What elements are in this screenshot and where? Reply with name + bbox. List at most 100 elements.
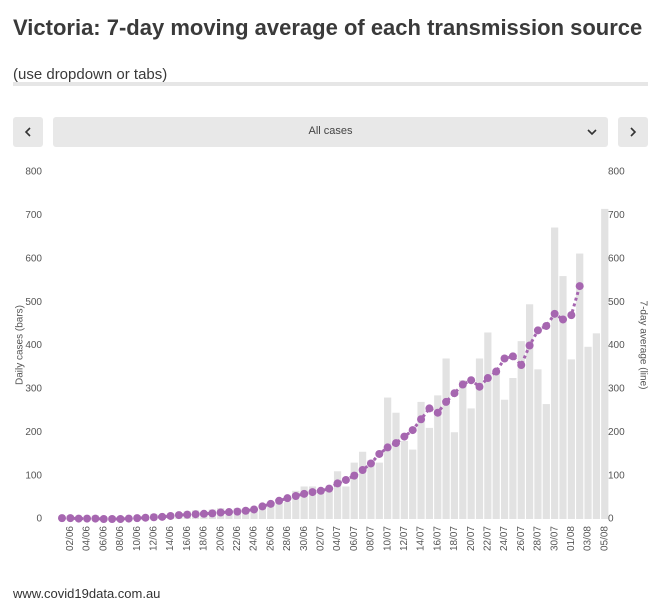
y-tick-label: 0 (36, 514, 42, 525)
y2-tick-label: 0 (608, 514, 614, 525)
line-point (475, 382, 484, 391)
y-tick-label: 400 (25, 340, 42, 351)
line-point (467, 376, 476, 385)
y2-tick-label: 300 (608, 384, 625, 395)
line-point (174, 511, 183, 520)
line-point (58, 514, 66, 523)
line-point (458, 380, 467, 389)
x-tick-label: 22/07 (482, 526, 493, 551)
y2-tick-label: 500 (608, 297, 625, 308)
prev-button[interactable] (13, 117, 43, 147)
dropdown[interactable]: All cases (53, 117, 608, 147)
y2-tick-label: 200 (608, 427, 625, 438)
x-tick-label: 14/07 (416, 526, 427, 551)
line-point (83, 514, 92, 523)
line-point (291, 492, 300, 501)
line-point (233, 507, 242, 516)
x-tick-label: 28/06 (282, 526, 293, 551)
bar (584, 346, 592, 519)
line-point (508, 352, 517, 361)
bar (500, 399, 509, 519)
y-tick-label: 800 (25, 167, 42, 178)
line-point (166, 511, 175, 520)
x-tick-label: 24/06 (249, 526, 260, 551)
line-point (350, 471, 359, 480)
x-tick-label: 08/07 (366, 526, 377, 551)
bar (442, 358, 450, 519)
x-tick-label: 06/06 (98, 526, 109, 551)
line-point (575, 282, 584, 291)
line-point (333, 479, 342, 488)
line-point (341, 475, 350, 484)
bar (459, 380, 467, 519)
bar (592, 333, 600, 519)
y-tick-label: 600 (25, 253, 42, 264)
bar (450, 432, 459, 519)
bar (342, 486, 350, 519)
bar (292, 490, 300, 519)
line-point (450, 389, 459, 398)
prev-icon (24, 127, 31, 137)
x-tick-label: 18/07 (449, 526, 460, 551)
bar (601, 208, 609, 519)
bar (384, 397, 392, 519)
line-point (392, 439, 400, 448)
x-tick-label: 03/08 (583, 526, 594, 551)
line-point (258, 502, 267, 511)
y2-axis-label: 7-day average (line) (637, 301, 648, 390)
line-point (358, 465, 367, 474)
bar (542, 404, 550, 519)
x-tick-label: 06/07 (349, 526, 360, 551)
x-tick-label: 30/06 (299, 526, 310, 551)
line-point (74, 514, 83, 523)
line-point (124, 514, 133, 523)
y2-tick-label: 100 (608, 470, 625, 481)
line-point (66, 514, 75, 523)
x-tick-label: 10/07 (382, 526, 393, 551)
line-point (300, 489, 309, 498)
bar (375, 462, 383, 519)
line-point (266, 499, 275, 508)
bar (258, 504, 266, 519)
line-point (199, 509, 208, 518)
bar (409, 449, 417, 519)
y-axis-label: Daily cases (bars) (15, 305, 26, 385)
x-tick-label: 12/07 (399, 526, 410, 551)
bar (576, 253, 584, 520)
bar (425, 427, 433, 519)
y2-tick-label: 600 (608, 253, 625, 264)
bar (367, 460, 375, 519)
y-tick-label: 500 (25, 297, 42, 308)
line-point (442, 397, 451, 406)
bar (509, 378, 517, 519)
y-tick-label: 100 (25, 470, 42, 481)
bar (517, 341, 525, 519)
line-point (417, 415, 426, 424)
line-point (99, 515, 108, 523)
bar (317, 492, 325, 519)
line-point (550, 309, 559, 318)
y-tick-label: 700 (25, 210, 42, 221)
next-button[interactable] (618, 117, 648, 147)
bar (551, 227, 559, 519)
bar (492, 369, 500, 519)
line-point (567, 311, 576, 320)
x-tick-label: 16/06 (182, 526, 193, 551)
separator (13, 82, 648, 86)
line-point (542, 321, 551, 330)
bar (283, 501, 292, 519)
x-tick-label: 20/06 (215, 526, 226, 551)
y-tick-label: 200 (25, 427, 42, 438)
bar (300, 486, 308, 519)
dropdown-arrow (587, 129, 597, 136)
line-point (208, 509, 217, 518)
x-tick-label: 26/07 (516, 526, 527, 551)
bar (250, 511, 258, 519)
y2-tick-label: 700 (608, 210, 625, 221)
line-point (408, 426, 417, 435)
line-point (383, 443, 392, 452)
x-tick-label: 02/07 (315, 526, 326, 551)
line-point (133, 514, 142, 523)
bar (308, 486, 317, 519)
title-text: Victoria: 7-day moving average of each t… (13, 15, 643, 40)
